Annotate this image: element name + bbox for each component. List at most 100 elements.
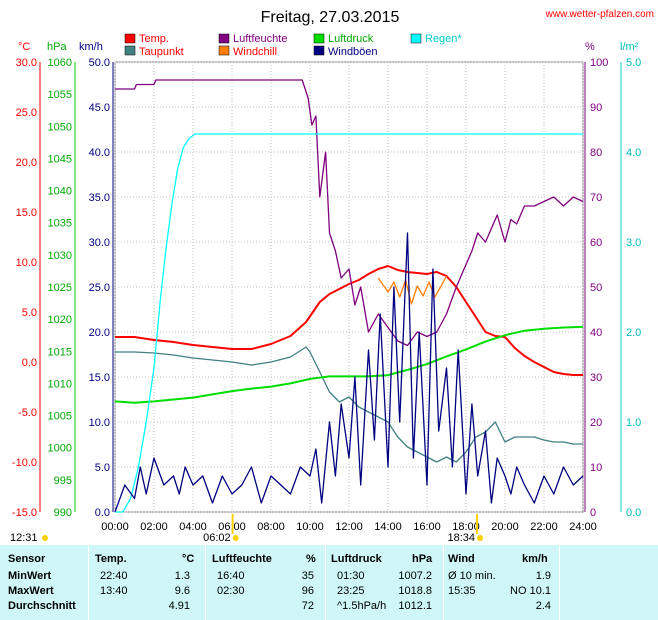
legend-swatch-rain [410, 33, 422, 44]
stats-p_val-2: 1012.1 [398, 600, 432, 612]
temp-tick-label: -5.0 [18, 407, 37, 419]
rain-tick-label: 3.0 [626, 237, 641, 249]
legend-label-rain: Regen* [425, 33, 462, 45]
humidity-tick-label: 60 [590, 237, 602, 249]
wind-tick-label: 50.0 [89, 57, 110, 69]
temp-tick-label: 5.0 [22, 307, 37, 319]
legend-label-pressure: Luftdruck [328, 33, 374, 45]
stats-header-sensor: Sensor [8, 553, 46, 565]
rain-tick-label: 2.0 [626, 327, 641, 339]
stats-header-humidity-unit: % [306, 553, 316, 565]
legend-swatch-gusts [313, 45, 325, 56]
humidity-tick-label: 40 [590, 327, 602, 339]
stats-header-temp-unit: °C [182, 553, 195, 565]
unit-humidity: % [585, 41, 595, 53]
stats-header-humidity: Luftfeuchte [212, 553, 272, 565]
sunrise-time: 06:02 [203, 532, 231, 544]
pressure-tick-label: 1040 [48, 186, 72, 198]
time-tick-label: 22:00 [530, 521, 558, 533]
stats-w_time-0: Ø 10 min. [448, 570, 496, 582]
unit-wind: km/h [79, 41, 103, 53]
stats-h_time-1: 02:30 [217, 585, 245, 597]
pressure-tick-label: 1055 [48, 89, 72, 101]
wind-tick-label: 20.0 [89, 327, 110, 339]
series-line-1 [115, 346, 583, 463]
legend-label-temp: Temp. [139, 33, 169, 45]
time-tick-label: 10:00 [296, 521, 324, 533]
stats-w_val-1: NO 10.1 [510, 585, 551, 597]
legend-swatch-dewpoint [124, 45, 136, 56]
pressure-tick-label: 1005 [48, 411, 72, 423]
time-tick-label: 04:00 [179, 521, 207, 533]
grid-lines [114, 61, 584, 513]
stats-t_time-1: 13:40 [100, 585, 128, 597]
series-line-0 [115, 265, 583, 376]
time-tick-label: 00:00 [101, 521, 129, 533]
legend-swatch-temp [124, 33, 136, 44]
humidity-tick-label: 20 [590, 417, 602, 429]
series-line-4 [115, 79, 584, 347]
temp-tick-label: 0.0 [22, 357, 37, 369]
wind-tick-label: 25.0 [89, 282, 110, 294]
pressure-tick-label: 1025 [48, 282, 72, 294]
humidity-tick-label: 90 [590, 102, 602, 114]
time-tick-label: 20:00 [491, 521, 519, 533]
humidity-tick-label: 30 [590, 372, 602, 384]
pressure-tick-label: 1035 [48, 218, 72, 230]
pressure-tick-label: 1030 [48, 250, 72, 262]
legend-label-humidity: Luftfeuchte [233, 33, 287, 45]
humidity-tick-label: 100 [590, 57, 608, 69]
stats-label-2: Durchschnitt [8, 600, 76, 612]
stats-w_val-2: 2.4 [535, 600, 551, 612]
wind-tick-label: 30.0 [89, 237, 110, 249]
pressure-tick-label: 1060 [48, 57, 72, 69]
data-series [114, 79, 584, 513]
unit-temp: °C [18, 41, 30, 53]
stats-header-pressure: Luftdruck [331, 553, 382, 565]
temp-tick-label: 30.0 [16, 57, 37, 69]
humidity-tick-label: 70 [590, 192, 602, 204]
stats-header-wind-unit: km/h [522, 553, 548, 565]
stats-t_val-1: 9.6 [174, 585, 190, 597]
pressure-tick-label: 1045 [48, 153, 72, 165]
time-tick-label: 08:00 [257, 521, 285, 533]
stats-p_val-0: 1007.2 [398, 570, 432, 582]
rain-tick-label: 4.0 [626, 147, 641, 159]
series-line-5 [115, 133, 583, 513]
wind-tick-label: 35.0 [89, 192, 110, 204]
temp-tick-label: 25.0 [16, 107, 37, 119]
wind-tick-label: 40.0 [89, 147, 110, 159]
stats-panel: Sensor Temp. °C Luftfeuchte % Luftdruck … [0, 545, 658, 620]
time-tick-label: 14:00 [374, 521, 402, 533]
stats-p_val-1: 1018.8 [398, 585, 432, 597]
pressure-tick-label: 1010 [48, 378, 72, 390]
stats-h_time-0: 16:40 [217, 570, 245, 582]
pressure-tick-label: 995 [54, 475, 72, 487]
unit-rain: l/m² [620, 41, 639, 53]
sunrise-sun-icon [232, 535, 239, 541]
moon-icon [42, 535, 48, 541]
stats-p_time-0: 01:30 [337, 570, 365, 582]
temp-tick-label: 10.0 [16, 257, 37, 269]
moonrise-time: 12:31 [10, 532, 38, 544]
legend-swatch-humidity [218, 33, 230, 44]
legend-label-windchill: Windchill [233, 46, 277, 58]
rain-tick-label: 1.0 [626, 417, 641, 429]
legend-swatch-windchill [218, 45, 230, 56]
wind-tick-label: 0.0 [95, 507, 110, 519]
time-tick-label: 02:00 [140, 521, 168, 533]
humidity-tick-label: 10 [590, 462, 602, 474]
pressure-tick-label: 1050 [48, 121, 72, 133]
time-tick-label: 12:00 [335, 521, 363, 533]
chart-title: Freitag, 27.03.2015 [261, 9, 400, 26]
wind-tick-label: 5.0 [95, 462, 110, 474]
series-line-6 [114, 232, 584, 513]
site-url[interactable]: www.wetter-pfalzen.com [545, 9, 654, 20]
humidity-tick-label: 0 [590, 507, 596, 519]
stats-p_time-2: ^1.5hPa/h [337, 600, 387, 612]
pressure-tick-label: 1000 [48, 443, 72, 455]
time-tick-label: 24:00 [569, 521, 597, 533]
stats-h_val-0: 35 [301, 570, 314, 582]
weather-chart: Freitag, 27.03.2015 www.wetter-pfalzen.c… [10, 9, 654, 544]
stats-header-pressure-unit: hPa [412, 553, 433, 565]
